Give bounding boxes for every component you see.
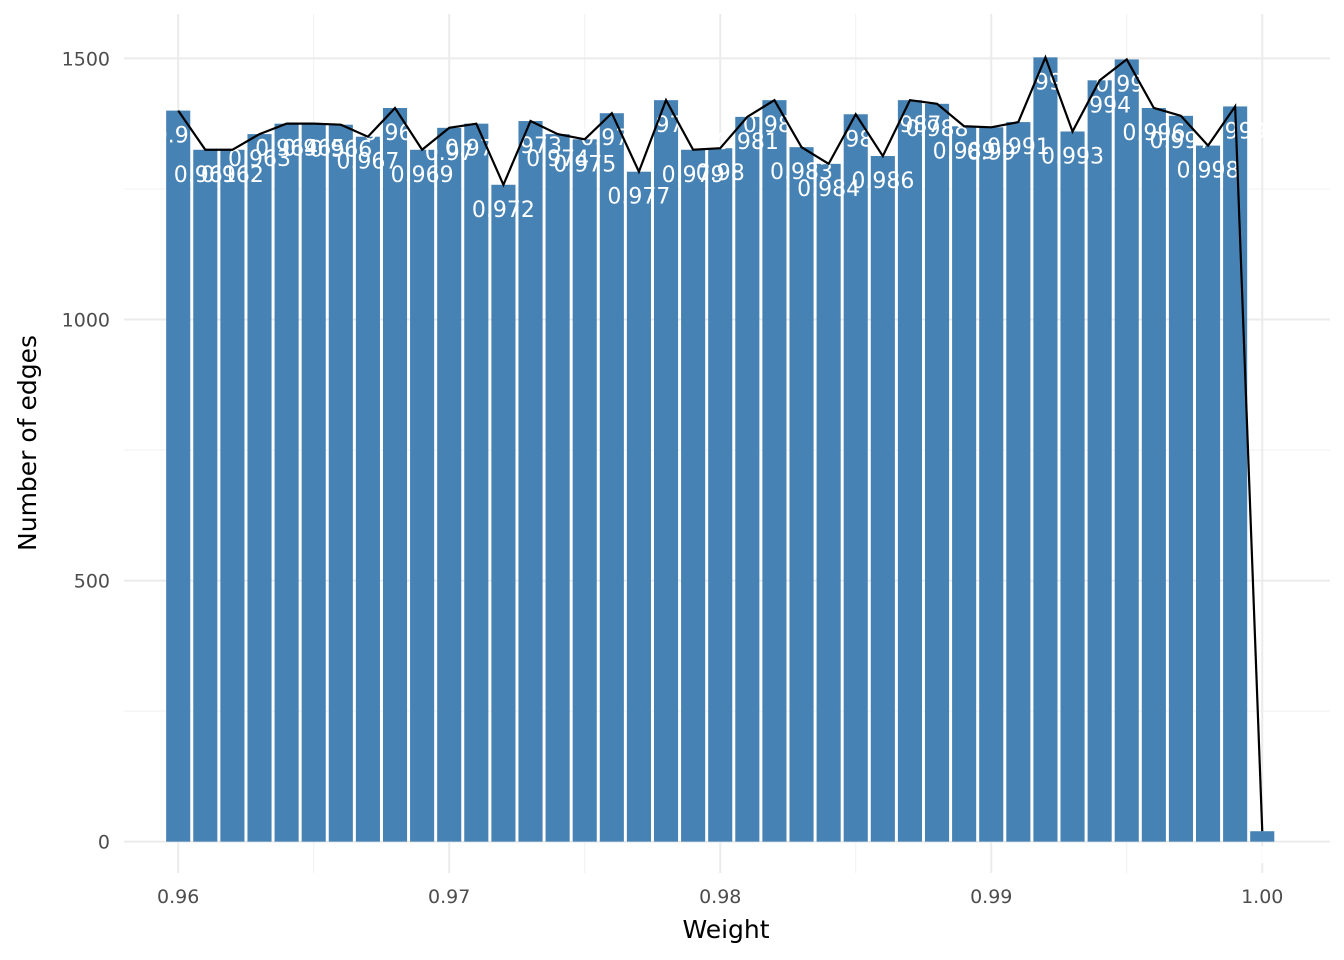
bar bbox=[789, 147, 814, 842]
bar-value-label: 0.972 bbox=[472, 198, 535, 223]
bar bbox=[166, 110, 191, 842]
bar-value-label: 0.978 bbox=[635, 113, 698, 138]
frequency-line bbox=[177, 54, 1264, 832]
bar bbox=[870, 156, 895, 842]
bar bbox=[1114, 59, 1139, 842]
bar-value-label: 0.973 bbox=[499, 134, 562, 159]
bar-value-label: 0.998 bbox=[1177, 159, 1240, 184]
bar-value-label: 0.996 bbox=[1122, 121, 1185, 146]
bar bbox=[626, 171, 651, 842]
bar bbox=[491, 184, 516, 842]
bar bbox=[952, 126, 977, 842]
bar bbox=[1060, 131, 1085, 842]
x-tick-label: 0.98 bbox=[699, 886, 741, 908]
bar-value-label: 0.986 bbox=[851, 169, 914, 194]
bar bbox=[653, 100, 679, 842]
bar bbox=[1006, 122, 1031, 842]
bar bbox=[437, 127, 462, 842]
bar-value-label: 0.992 bbox=[1014, 70, 1077, 95]
bar bbox=[328, 124, 353, 842]
x-axis-title: Weight bbox=[682, 915, 769, 944]
bar-value-label: 0.989 bbox=[933, 139, 996, 164]
bar bbox=[355, 136, 380, 842]
x-axis-ticks: 0.96 0.97 0.98 0.99 1.00 bbox=[157, 886, 1283, 908]
bar bbox=[979, 127, 1004, 842]
bar-value-label: 0.961 bbox=[174, 163, 237, 188]
y-tick-label: 500 bbox=[74, 571, 110, 593]
y-tick-label: 0 bbox=[98, 832, 110, 854]
bar bbox=[1087, 80, 1112, 842]
bar-value-label: 0.963 bbox=[228, 147, 291, 172]
bar-value-label: 0.994 bbox=[1068, 93, 1131, 118]
bar bbox=[1168, 115, 1193, 842]
x-tick-label: 0.99 bbox=[970, 886, 1012, 908]
bar bbox=[1141, 107, 1166, 842]
data-labels: 0.960.9610.9620.9630.9640.9650.9660.9670… bbox=[154, 70, 1270, 869]
bar-value-label: 0.997 bbox=[1149, 129, 1212, 154]
y-tick-label: 1000 bbox=[62, 309, 110, 331]
bar bbox=[518, 121, 543, 842]
bar-value-label: 0.977 bbox=[607, 185, 670, 210]
bar-value-label: 0.966 bbox=[309, 138, 372, 163]
bar-value-label: 0.987 bbox=[878, 113, 941, 138]
bar-value-label: 0.974 bbox=[526, 147, 589, 172]
bar-value-label: 0.979 bbox=[662, 163, 725, 188]
bar bbox=[897, 100, 922, 842]
bar bbox=[735, 116, 760, 842]
bar bbox=[193, 149, 218, 842]
y-axis-ticks: 0 500 1000 1500 bbox=[62, 48, 110, 853]
bar-value-label: 0.982 bbox=[743, 113, 806, 138]
bar-value-label: 0.988 bbox=[906, 117, 969, 142]
bar bbox=[1223, 106, 1248, 842]
bar-value-label: 0.967 bbox=[336, 150, 399, 175]
y-axis-title: Number of edges bbox=[13, 335, 42, 551]
bar-value-label: 0.993 bbox=[1041, 144, 1104, 169]
bar-value-label: 0.976 bbox=[580, 126, 643, 151]
bar bbox=[545, 134, 570, 842]
bars bbox=[166, 57, 1275, 842]
bar-value-label: 0.98 bbox=[696, 161, 745, 186]
bar-value-label: 0.964 bbox=[255, 137, 318, 162]
bar-value-label: 0.965 bbox=[282, 137, 345, 162]
bar bbox=[599, 113, 624, 842]
bar bbox=[572, 139, 597, 842]
bar bbox=[247, 134, 272, 842]
bar-value-label: 0.97 bbox=[425, 141, 474, 166]
bar bbox=[464, 123, 489, 842]
x-tick-label: 0.96 bbox=[157, 886, 199, 908]
x-tick-label: 0.97 bbox=[428, 886, 470, 908]
bar bbox=[681, 149, 706, 842]
y-tick-label: 1500 bbox=[62, 48, 110, 70]
bar-value-label: 0.991 bbox=[987, 135, 1050, 160]
bar bbox=[924, 103, 950, 842]
bar bbox=[1033, 57, 1058, 842]
bar bbox=[816, 163, 841, 842]
bar-value-label: 0.969 bbox=[391, 163, 454, 188]
bar bbox=[301, 123, 326, 842]
bar bbox=[1195, 145, 1221, 842]
bar bbox=[1250, 831, 1275, 842]
bar bbox=[274, 123, 299, 842]
bar bbox=[410, 149, 435, 842]
bar bbox=[382, 107, 408, 842]
bar-value-label: 0.99 bbox=[967, 140, 1016, 165]
bar bbox=[843, 114, 868, 842]
x-tick-label: 1.00 bbox=[1241, 886, 1283, 908]
bar bbox=[708, 148, 733, 842]
bar bbox=[762, 100, 787, 842]
bar-value-label: 0.983 bbox=[770, 160, 833, 185]
bar-value-label: 0.971 bbox=[445, 137, 508, 162]
bar-value-label: 0.962 bbox=[201, 163, 264, 188]
bar-value-label: 0.984 bbox=[797, 177, 860, 202]
bar bbox=[220, 149, 245, 842]
bar-value-label: 0.975 bbox=[553, 152, 616, 177]
bar-value-label: 1 bbox=[1255, 844, 1269, 869]
